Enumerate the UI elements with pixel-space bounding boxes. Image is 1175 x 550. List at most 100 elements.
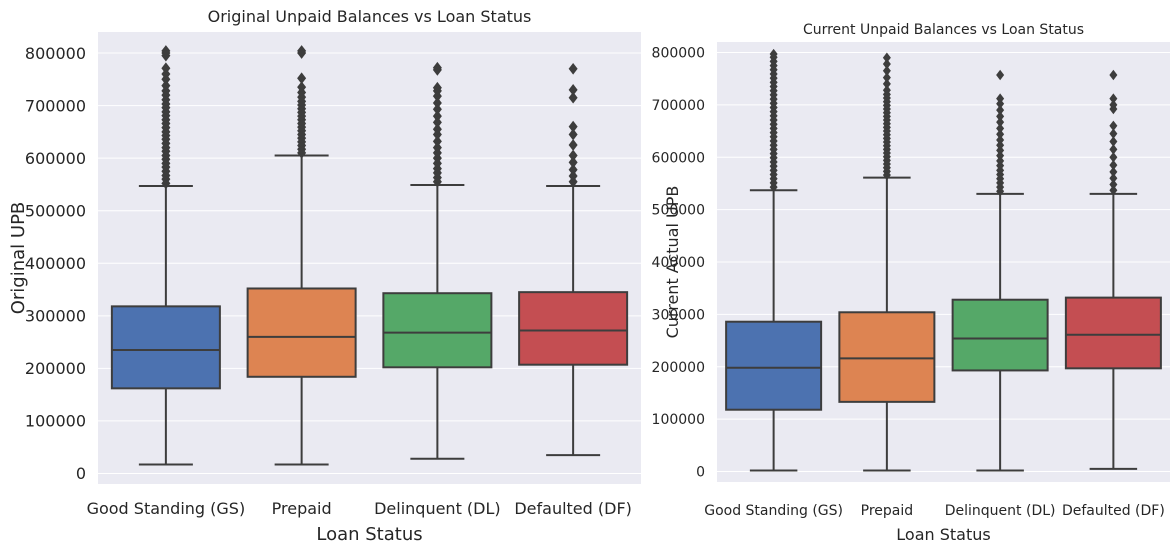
outlier-point xyxy=(996,139,1005,151)
outlier-point xyxy=(161,62,171,75)
chart-title: Current Unpaid Balances vs Loan Status xyxy=(803,22,1084,38)
outlier-point xyxy=(1109,172,1118,184)
box-iqr xyxy=(110,305,221,390)
outlier-point xyxy=(568,149,578,162)
y-tick-label: 200000 xyxy=(652,360,705,376)
y-tick-label: 500000 xyxy=(652,203,705,219)
x-tick-label: Delinquent (DL) xyxy=(374,499,501,518)
outlier-point xyxy=(1109,93,1118,104)
outlier-point xyxy=(996,123,1005,134)
outlier-point xyxy=(568,91,578,104)
y-tick-label: 300000 xyxy=(652,307,705,323)
x-axis-label: Loan Status xyxy=(896,525,990,544)
box-iqr xyxy=(518,291,629,366)
box-iqr xyxy=(1064,296,1162,370)
outlier-point xyxy=(882,72,891,83)
outlier-point xyxy=(1109,166,1118,178)
box-2 xyxy=(382,61,493,460)
outlier-point xyxy=(996,116,1005,128)
outlier-point xyxy=(432,97,442,109)
outlier-point xyxy=(161,45,171,57)
outlier-point xyxy=(996,111,1005,122)
y-tick-label: 500000 xyxy=(25,201,86,220)
x-axis-label: Loan Status xyxy=(316,524,422,545)
box-iqr xyxy=(725,320,823,411)
y-tick-label: 700000 xyxy=(25,96,86,115)
outlier-point xyxy=(996,150,1005,161)
outlier-point xyxy=(568,156,578,169)
outlier-point xyxy=(432,81,442,94)
x-tick-label: Defaulted (DF) xyxy=(514,499,632,518)
outlier-point xyxy=(432,141,442,154)
outlier-point xyxy=(1109,120,1118,132)
outlier-point xyxy=(568,83,578,96)
chart-original-upb: 0 100000 200000 300000 400000 500000 600000 700… xyxy=(8,7,641,545)
box-1 xyxy=(246,45,357,466)
x-tick-label: Good Standing (GS) xyxy=(87,499,246,518)
box-3 xyxy=(1064,69,1162,470)
outlier-point xyxy=(297,81,307,94)
x-tick-label: Delinquent (DL) xyxy=(945,503,1056,519)
outlier-point xyxy=(161,79,171,92)
outlier-point xyxy=(996,104,1005,116)
outlier-point xyxy=(297,45,307,57)
y-tick-label: 0 xyxy=(696,465,705,481)
outlier-point xyxy=(1109,99,1118,111)
box-iqr xyxy=(246,287,357,378)
y-tick-label: 800000 xyxy=(652,46,705,62)
outlier-point xyxy=(432,116,442,129)
outlier-point xyxy=(996,134,1005,146)
outlier-point xyxy=(882,84,891,96)
outlier-point xyxy=(1109,159,1118,171)
y-tick-label: 800000 xyxy=(25,44,86,63)
box-3 xyxy=(518,62,629,457)
box-iqr xyxy=(838,311,936,403)
y-tick-label: 400000 xyxy=(25,254,86,273)
y-axis-label: Original UPB xyxy=(8,202,29,315)
outlier-point xyxy=(1109,144,1118,155)
outlier-point xyxy=(568,139,578,151)
outlier-point xyxy=(568,163,578,176)
outlier-point xyxy=(882,78,891,90)
outlier-point xyxy=(996,93,1005,104)
x-tick-label: Good Standing (GS) xyxy=(704,503,843,519)
box-1 xyxy=(838,52,936,472)
outlier-point xyxy=(882,52,891,63)
box-iqr xyxy=(951,298,1049,372)
outlier-point xyxy=(432,103,442,116)
outlier-point xyxy=(1109,128,1118,139)
y-tick-label: 100000 xyxy=(25,412,86,431)
outlier-point xyxy=(568,62,578,75)
outlier-point xyxy=(1109,136,1118,147)
outlier-point xyxy=(996,128,1005,140)
outlier-point xyxy=(432,110,442,122)
box-0 xyxy=(725,48,823,472)
outlier-point xyxy=(1109,152,1118,163)
y-axis-label: Current Actual UPB xyxy=(663,186,682,339)
outlier-point xyxy=(769,48,778,60)
chart-current-upb: 0 100000 200000 300000 400000 500000 600000 700… xyxy=(652,22,1170,544)
box-0 xyxy=(110,45,221,466)
y-tick-label: 0 xyxy=(76,464,86,483)
y-tick-label: 100000 xyxy=(652,412,705,428)
y-tick-label: 300000 xyxy=(25,307,86,326)
outlier-point xyxy=(568,170,578,182)
outlier-point xyxy=(568,120,578,133)
y-tick-label: 600000 xyxy=(25,149,86,168)
outlier-point xyxy=(996,98,1005,110)
y-tick-label: 400000 xyxy=(652,255,705,271)
outlier-point xyxy=(297,72,307,85)
plot-area xyxy=(98,32,641,484)
y-tick-label: 200000 xyxy=(25,359,86,378)
outlier-point xyxy=(432,61,442,74)
y-tick-label: 600000 xyxy=(652,150,705,166)
outlier-point xyxy=(432,123,442,136)
outlier-point xyxy=(1109,185,1118,196)
x-tick-label: Defaulted (DF) xyxy=(1062,503,1165,519)
outlier-point xyxy=(882,65,891,77)
outlier-point xyxy=(996,155,1005,167)
y-tick-label: 700000 xyxy=(652,98,705,114)
chart-title: Original Unpaid Balances vs Loan Status xyxy=(208,7,532,26)
outlier-point xyxy=(1109,69,1118,81)
